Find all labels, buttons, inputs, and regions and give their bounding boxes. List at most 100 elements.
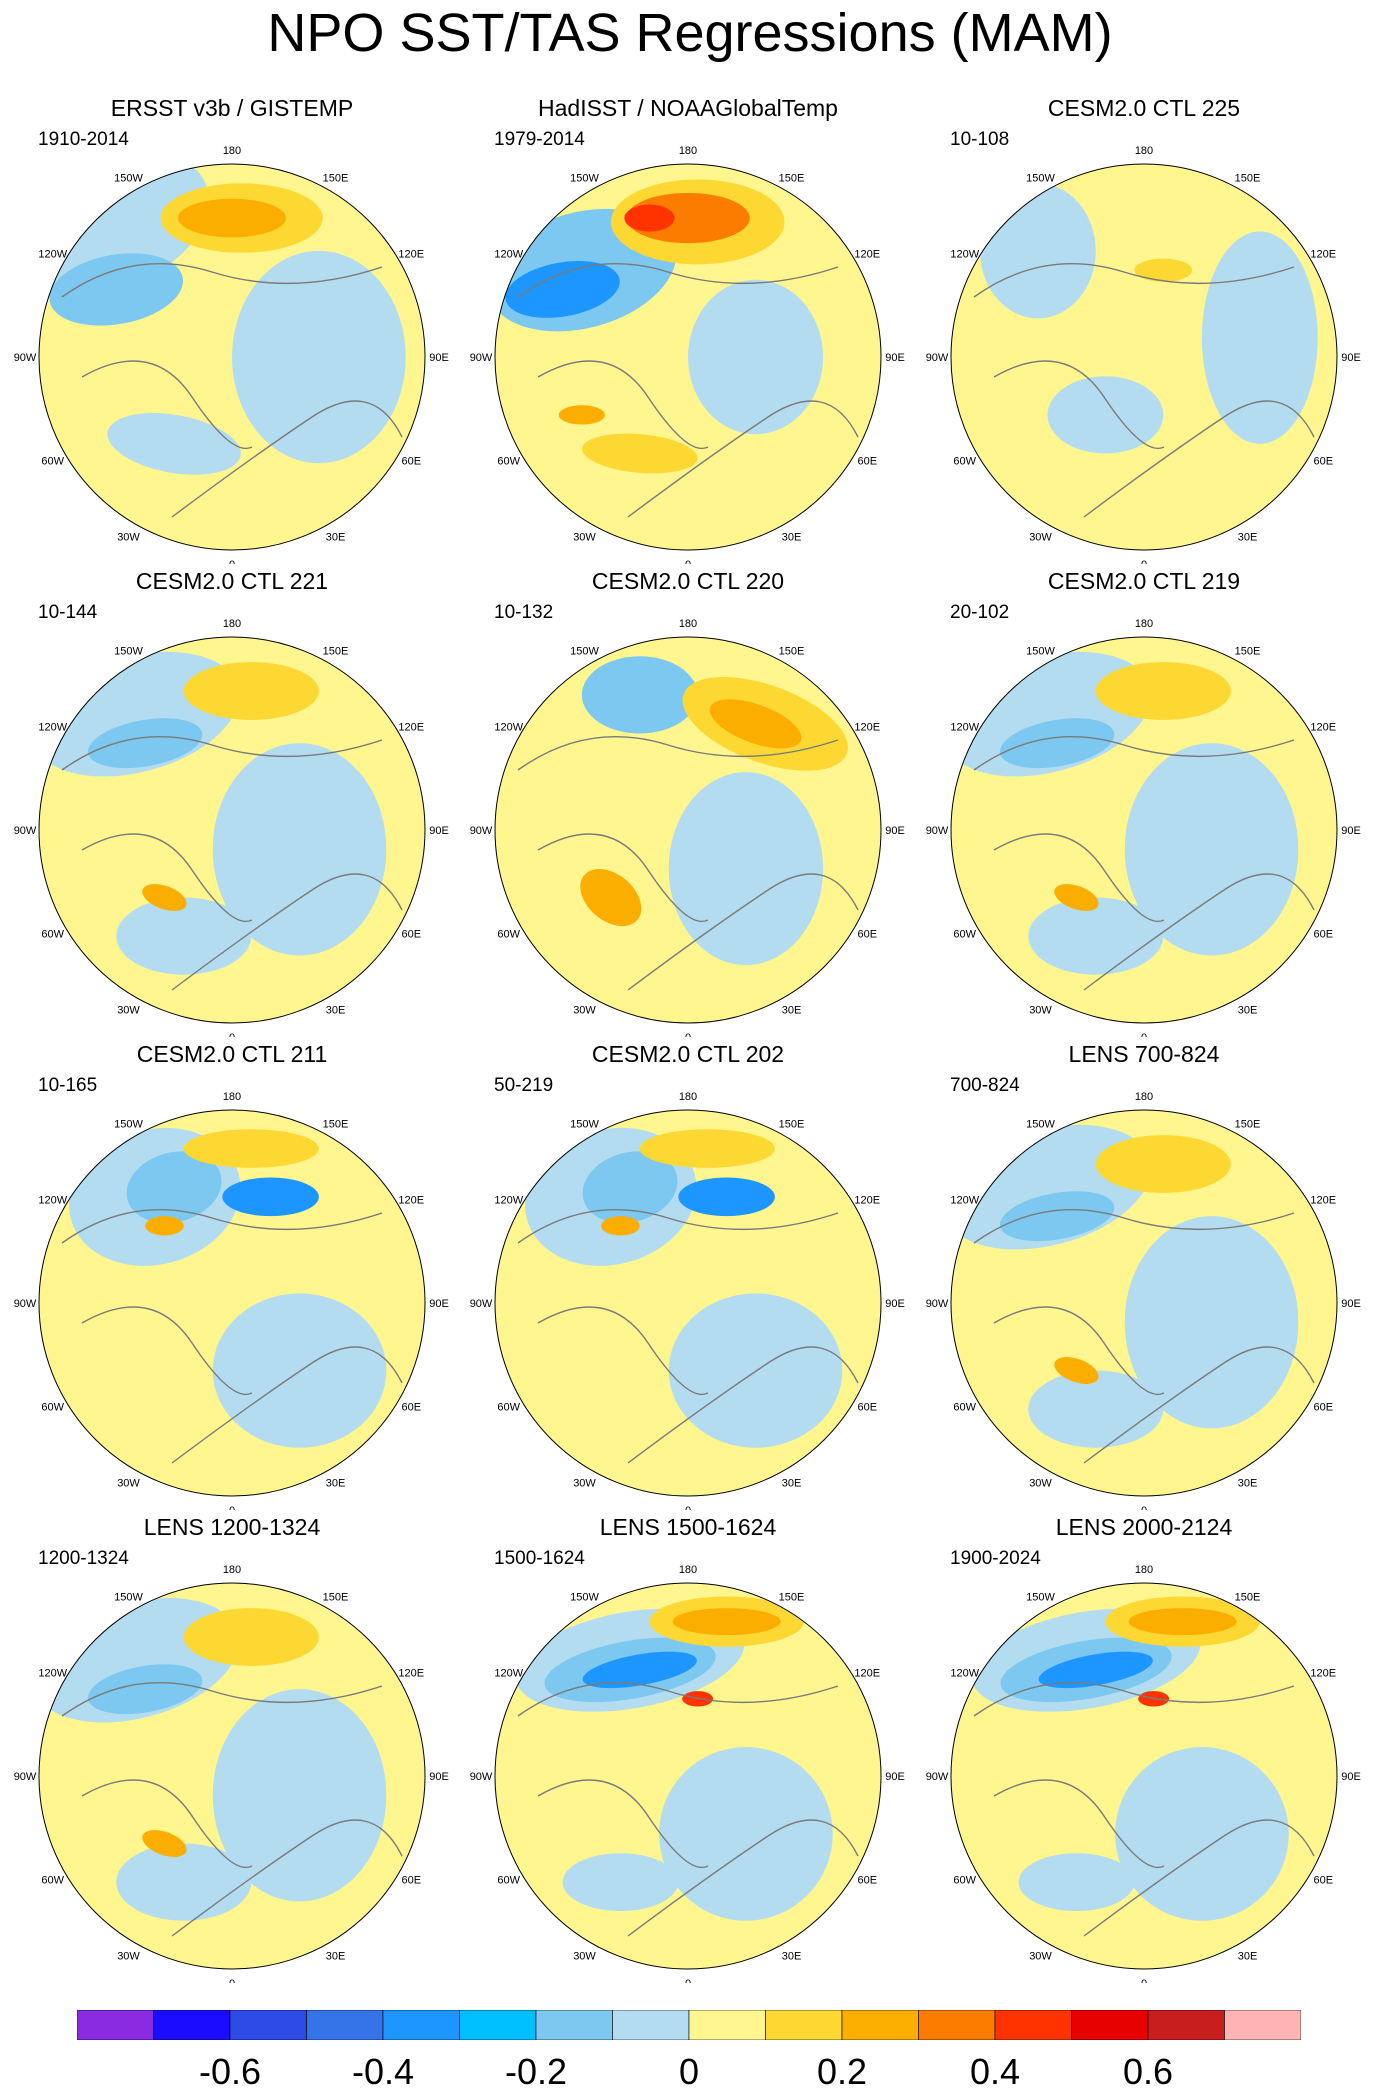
longitude-label: 120E <box>1310 1195 1336 1207</box>
longitude-label: 150W <box>114 173 143 185</box>
anomaly-region <box>126 1151 222 1224</box>
anomaly-region <box>639 1129 775 1168</box>
anomaly-region <box>1095 662 1231 720</box>
longitude-label: 180 <box>1135 145 1153 157</box>
longitude-label: 180 <box>679 1091 697 1103</box>
map-border <box>38 163 426 551</box>
map-panel: 180 150E 120E 90E 60E 30E 0 30W 60W 90W 120W 150W CE… <box>12 1040 452 1510</box>
anomaly-region <box>688 279 824 435</box>
longitude-label: 90E <box>1341 352 1361 364</box>
colorbar-tick-label: -0.4 <box>351 2051 415 2092</box>
longitude-label: 30E <box>326 1004 346 1016</box>
map-panel: 180 150E 120E 90E 60E 30E 0 30W 60W 90W 120W 150W ER… <box>12 94 452 564</box>
longitude-label: 120W <box>38 249 67 261</box>
longitude-label: 120E <box>1310 249 1336 261</box>
polar-map: 180 150E 120E 90E 60E 30E 0 30W 60W 90W 120W 150W <box>470 618 905 1037</box>
longitude-label: 180 <box>223 145 241 157</box>
longitude-label: 60W <box>41 1402 64 1414</box>
anomaly-region <box>1028 1370 1164 1448</box>
longitude-label: 150W <box>570 173 599 185</box>
longitude-label: 120E <box>398 1195 424 1207</box>
panel-title: CESM2.0 CTL 211 <box>136 1041 328 1067</box>
colorbar-swatch <box>229 2010 307 2040</box>
coastline <box>61 1682 403 1937</box>
longitude-label: 60E <box>857 1402 877 1414</box>
longitude-label: 60E <box>1313 1875 1333 1887</box>
anomaly-region <box>183 1129 319 1168</box>
longitude-label: 0 <box>685 559 691 564</box>
panel-title: CESM2.0 CTL 219 <box>1047 568 1241 594</box>
colorbar-swatch <box>77 2010 154 2040</box>
colorbar-swatch <box>918 2010 996 2040</box>
longitude-label: 90W <box>14 1298 37 1310</box>
longitude-label: 30E <box>1238 1004 1258 1016</box>
polar-map: 180 150E 120E 90E 60E 30E 0 30W 60W 90W 120W 150W <box>14 618 449 1037</box>
map-border <box>950 163 1338 551</box>
longitude-label: 30E <box>782 531 802 543</box>
panel-years: 20-102 <box>950 602 1010 623</box>
longitude-label: 120E <box>854 722 880 734</box>
longitude-label: 90W <box>926 1298 949 1310</box>
coastline <box>61 736 403 991</box>
panel-years: 1900-2024 <box>950 1548 1041 1569</box>
longitude-label: 90W <box>470 352 493 364</box>
longitude-label: 0 <box>229 559 235 564</box>
anomaly-region <box>1124 1216 1299 1429</box>
panel-years: 1200-1324 <box>38 1548 129 1569</box>
polar-map: 180 150E 120E 90E 60E 30E 0 30W 60W 90W 120W 150W <box>470 1564 905 1983</box>
panel-years: 10-132 <box>494 602 554 623</box>
longitude-label: 90E <box>885 1771 905 1783</box>
longitude-label: 90E <box>885 352 905 364</box>
map-panel: 180 150E 120E 90E 60E 30E 0 30W 60W 90W 120W 150W CE… <box>924 94 1364 564</box>
anomaly-region <box>999 718 1115 769</box>
polar-map: 180 150E 120E 90E 60E 30E 0 30W 60W 90W 120W 150W <box>926 618 1361 1037</box>
longitude-label: 150E <box>1235 646 1261 658</box>
longitude-label: 90W <box>470 1298 493 1310</box>
longitude-label: 0 <box>1141 559 1147 564</box>
colorbar-swatch <box>306 2010 384 2040</box>
anomaly-region <box>1201 231 1318 444</box>
anomaly-region <box>562 1853 679 1912</box>
longitude-label: 180 <box>679 618 697 630</box>
panel-title: LENS 2000-2124 <box>1055 1514 1233 1540</box>
polar-map: 180 150E 120E 90E 60E 30E 0 30W 60W 90W 120W 150W <box>14 1564 449 1983</box>
anomaly-region <box>1018 1853 1135 1912</box>
coastline <box>61 263 403 518</box>
anomaly-region <box>142 884 187 912</box>
longitude-label: 60W <box>41 1875 64 1887</box>
anomaly-region <box>580 869 642 927</box>
longitude-label: 60W <box>953 1875 976 1887</box>
longitude-label: 90E <box>1341 825 1361 837</box>
longitude-label: 120W <box>494 249 523 261</box>
longitude-label: 180 <box>1135 1564 1153 1576</box>
longitude-label: 0 <box>685 1978 691 1983</box>
colorbar-swatch <box>765 2010 843 2040</box>
longitude-label: 180 <box>223 618 241 630</box>
longitude-label: 150W <box>1026 1592 1055 1604</box>
panel-years: 10-165 <box>38 1075 98 1096</box>
longitude-label: 150W <box>114 1592 143 1604</box>
anomaly-region <box>581 656 698 734</box>
anomaly-region <box>1124 743 1299 956</box>
longitude-label: 120E <box>398 722 424 734</box>
anomaly-region <box>87 718 203 769</box>
longitude-label: 60W <box>953 1402 976 1414</box>
longitude-label: 90E <box>429 1298 449 1310</box>
longitude-label: 120E <box>398 249 424 261</box>
anomaly-region <box>999 1191 1115 1242</box>
longitude-label: 30E <box>326 531 346 543</box>
anomaly-region <box>1038 1651 1153 1689</box>
anomaly-region <box>668 772 824 966</box>
anomaly-region <box>1115 1747 1289 1921</box>
map-panel: 180 150E 120E 90E 60E 30E 0 30W 60W 90W 120W 150W CE… <box>468 1040 908 1510</box>
longitude-label: 30E <box>326 1477 346 1489</box>
coastline <box>517 1682 859 1937</box>
longitude-label: 0 <box>1141 1978 1147 1983</box>
map-border <box>38 636 426 1024</box>
colorbar-tick-label: -0.2 <box>504 2051 568 2092</box>
longitude-label: 60W <box>41 929 64 941</box>
anomaly-region <box>183 662 319 720</box>
longitude-label: 150E <box>323 646 349 658</box>
longitude-label: 60E <box>401 1875 421 1887</box>
polar-map: 180 150E 120E 90E 60E 30E 0 30W 60W 90W 120W 150W <box>926 1091 1361 1510</box>
